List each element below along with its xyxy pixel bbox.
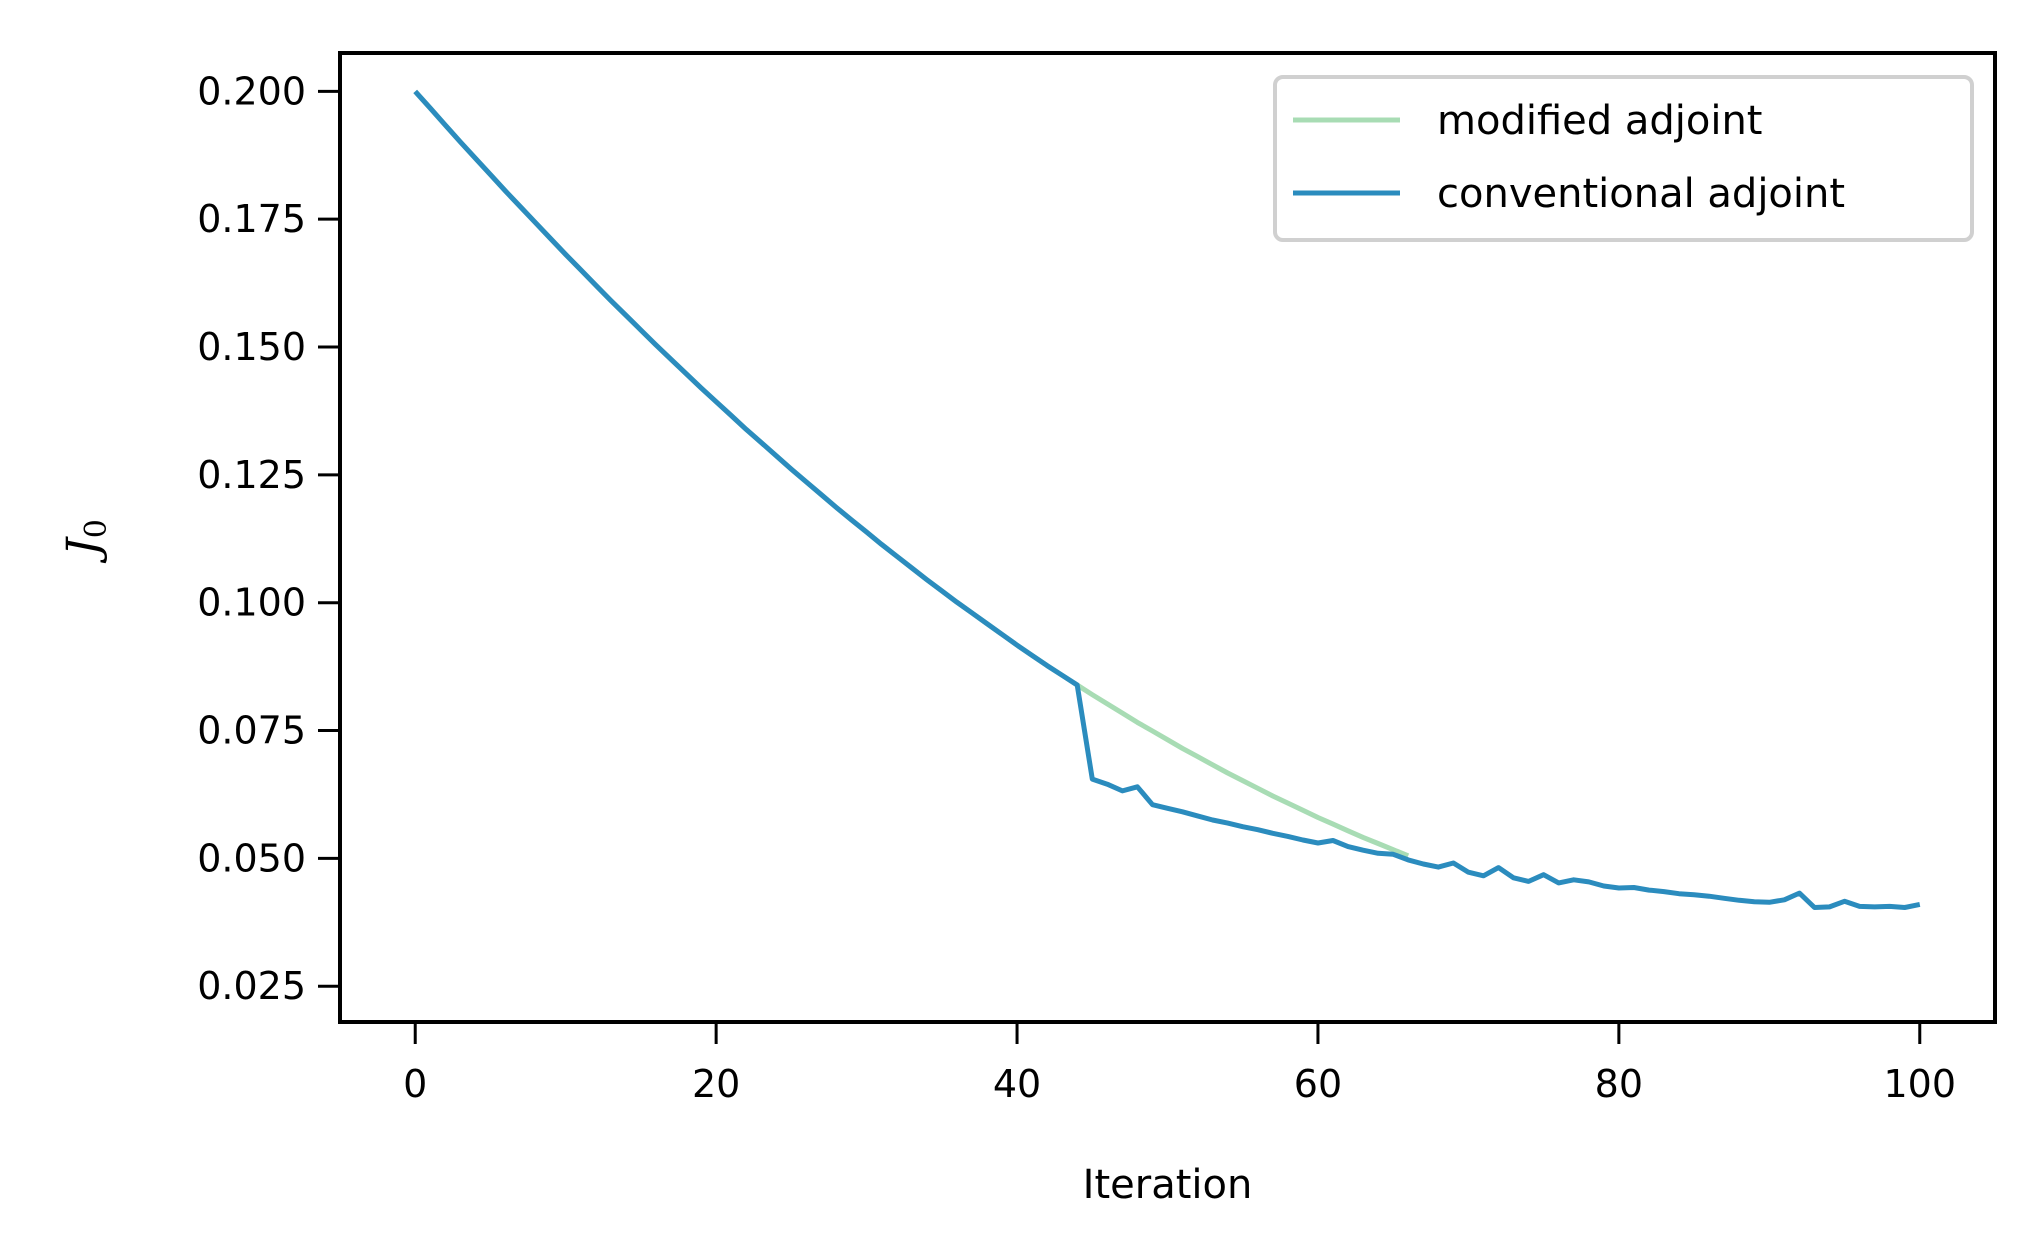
x-tick-label: 0 <box>403 1062 427 1106</box>
y-tick-label: 0.125 <box>197 453 306 497</box>
legend-label-modified-adjoint: modified adjoint <box>1437 98 1763 144</box>
x-tick-label: 40 <box>993 1062 1041 1106</box>
ticks-layer: 0 20 40 60 80 100 0.025 0.050 0.075 0.100 0.125 0.1… <box>197 69 1956 1106</box>
y-tick-label: 0.050 <box>197 836 306 880</box>
y-tick-label: 0.200 <box>197 69 306 113</box>
y-tick-label: 0.100 <box>197 581 306 625</box>
plot-area-frame <box>338 51 1997 1024</box>
x-tick-label: 60 <box>1294 1062 1342 1106</box>
y-tick-label: 0.025 <box>197 964 306 1008</box>
legend: modified adjoint conventional adjoint <box>1273 75 1974 242</box>
x-tick-label: 20 <box>692 1062 740 1106</box>
series-layer <box>413 89 1921 910</box>
legend-box <box>1273 75 1974 242</box>
x-tick-label: 100 <box>1884 1062 1957 1106</box>
y-tick-label: 0.150 <box>197 325 306 369</box>
y-tick-label: 0.075 <box>197 709 306 753</box>
x-tick-label: 80 <box>1595 1062 1643 1106</box>
legend-label-conventional-adjoint: conventional adjoint <box>1437 171 1845 217</box>
series-line-conventional-adjoint <box>413 89 1921 910</box>
y-tick-label: 0.175 <box>197 197 306 241</box>
x-axis-label: Iteration <box>1083 1162 1253 1208</box>
y-axis-label-subscript: 0 <box>79 519 114 538</box>
